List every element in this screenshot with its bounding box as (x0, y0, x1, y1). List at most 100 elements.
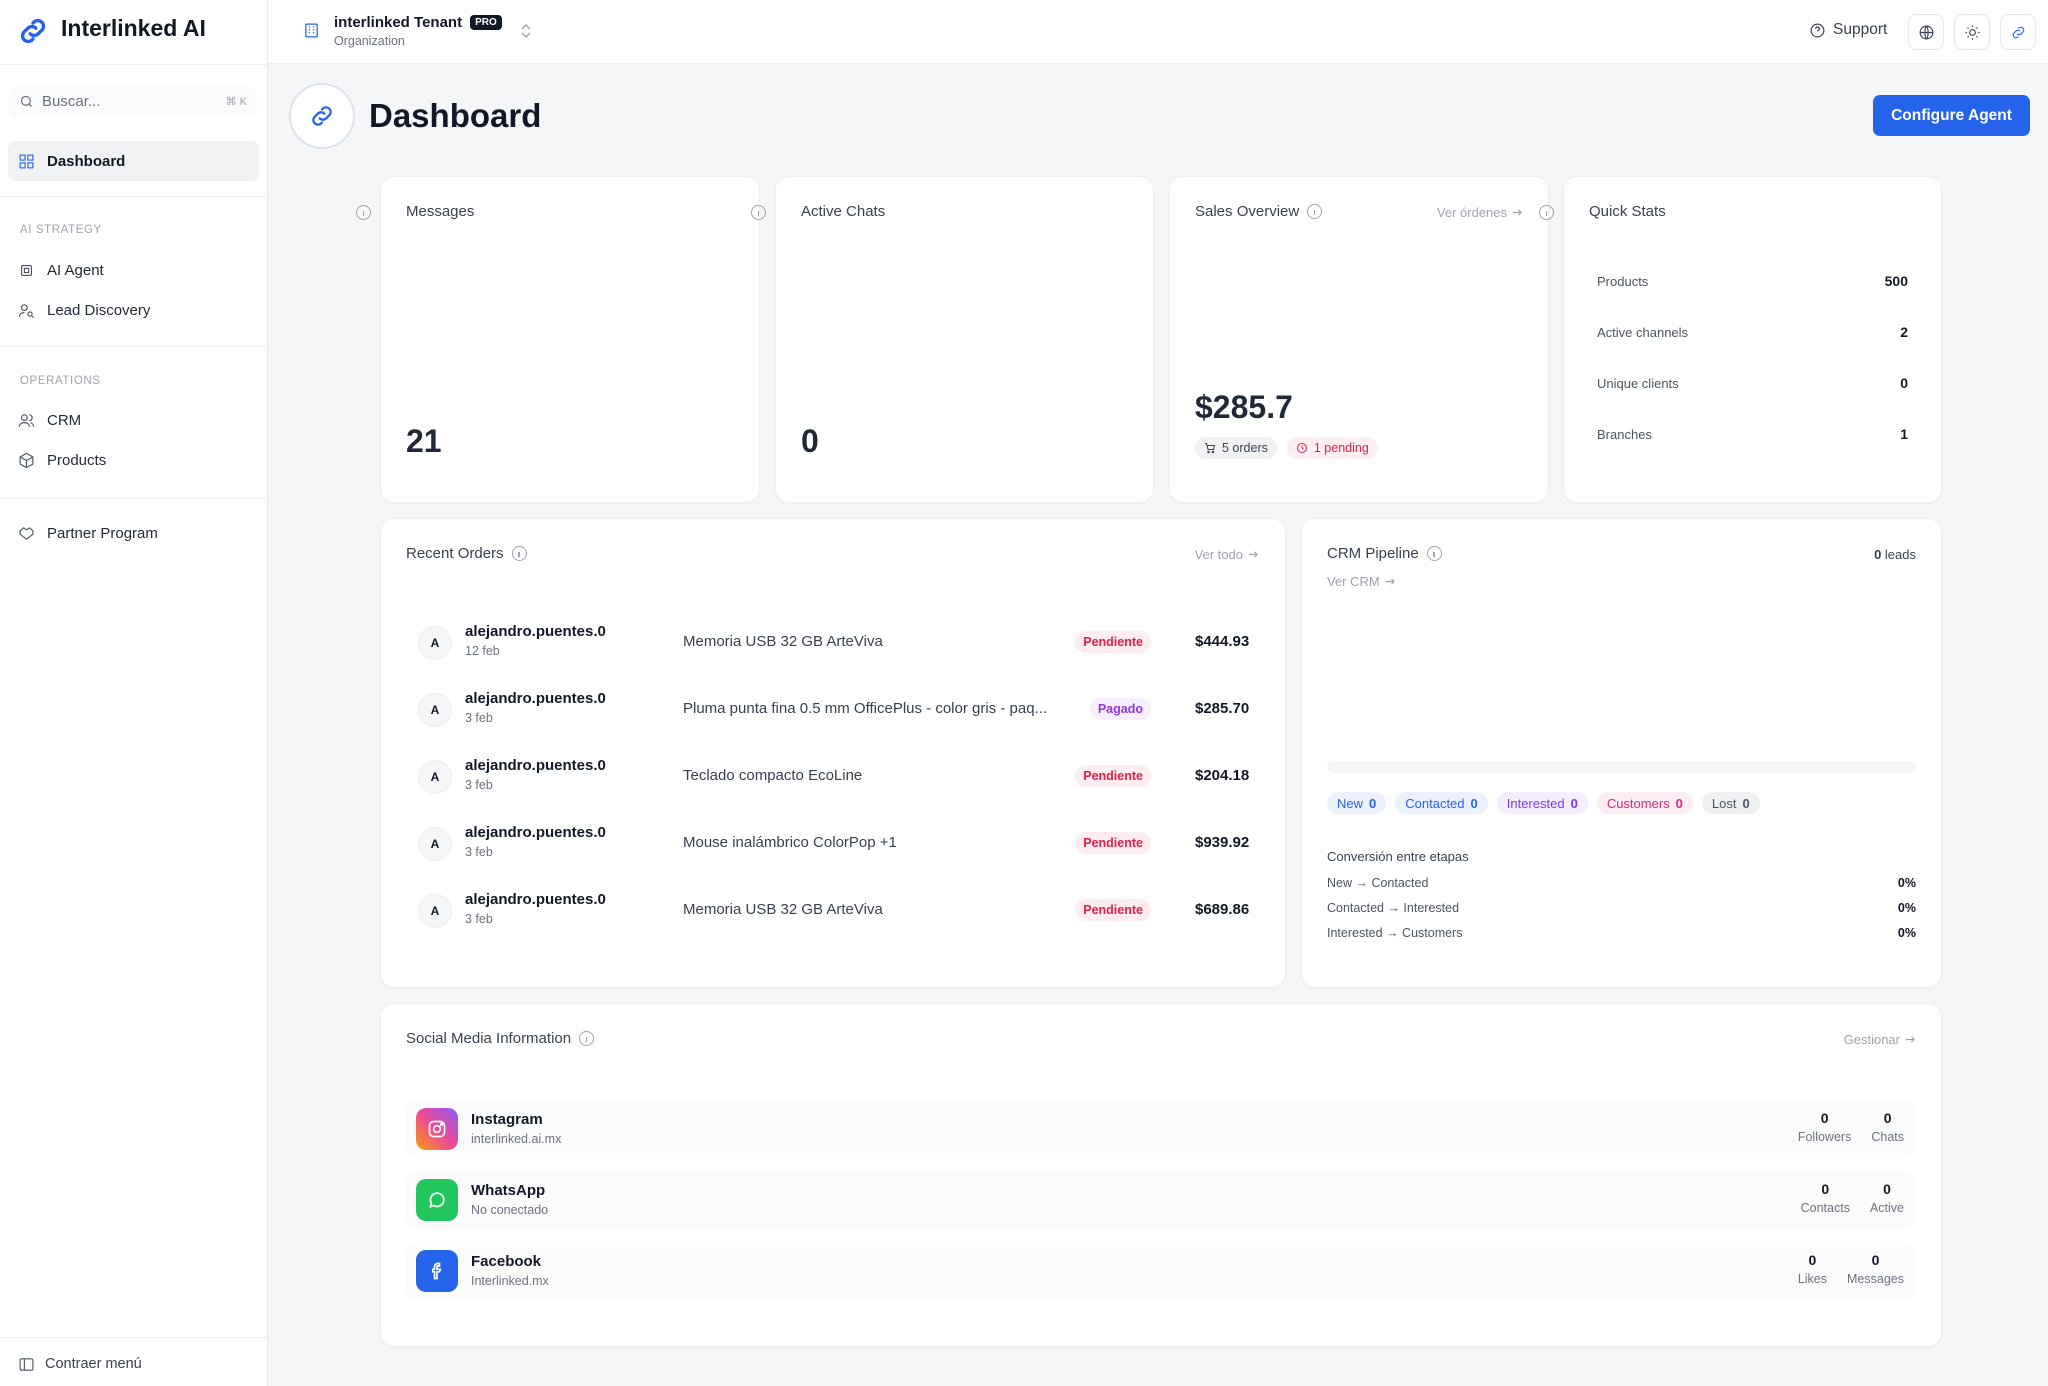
brand-name: Interlinked AI (61, 15, 206, 41)
nav-item[interactable]: Products (8, 440, 259, 480)
pending-chip: 1 pending (1286, 437, 1378, 459)
conversion-label: Contacted → Interested (1327, 901, 1460, 915)
avatar: A (418, 626, 452, 660)
stat-value: 1 (1900, 426, 1908, 442)
section-title: AI STRATEGY (20, 224, 102, 236)
link-text: Ver órdenes (1436, 205, 1507, 220)
conversion-value: 0% (1897, 876, 1916, 890)
chip-text: 5 orders (1222, 441, 1268, 455)
support-label: Support (1833, 21, 1888, 38)
card-title: Recent Orders (406, 545, 527, 562)
configure-agent-button[interactable]: Configure Agent (1873, 95, 2030, 136)
leads-label: leads (1884, 547, 1916, 562)
stat-label: Chats (1871, 1130, 1904, 1144)
order-amount: $939.92 (1195, 834, 1250, 851)
crm-card: CRM Pipeline 0 leads Ver CRM New 0 Contact… (1301, 518, 1942, 988)
language-button[interactable] (1908, 14, 1944, 50)
tenant-switcher[interactable]: interlinked Tenant PRO (334, 14, 502, 31)
social-stat: 0 Chats (1871, 1110, 1904, 1144)
stage-chip: New 0 (1327, 792, 1387, 814)
order-user: alejandro.puentes.0 (465, 623, 606, 640)
nav-label: Dashboard (47, 152, 126, 170)
stat-value: 0 (1900, 375, 1908, 391)
avatar: A (418, 894, 452, 928)
conversion-label: New → Contacted (1327, 876, 1429, 890)
search-box[interactable]: Buscar... ⌘ K (9, 86, 257, 117)
collapse-label: Contraer menú (45, 1356, 142, 1372)
social-row[interactable]: Facebook Interlinked.mx 0 Likes 0 Messages (406, 1241, 1916, 1301)
card-title-text: Quick Stats (1589, 203, 1666, 220)
stat-label: Active (1869, 1201, 1904, 1215)
theme-button[interactable] (1954, 14, 1990, 50)
stage-name: Interested (1506, 795, 1565, 811)
info-icon (356, 205, 371, 220)
info-icon (1426, 546, 1442, 561)
messages-card: Messages 21 (356, 176, 760, 503)
social-stats: 0 Followers 0 Chats (1798, 1110, 1904, 1144)
order-status: Pendiente (1075, 631, 1151, 653)
link-text: Ver todo (1194, 547, 1243, 562)
social-icon (416, 1250, 458, 1292)
conversion-label: Interested → Customers (1327, 926, 1463, 940)
nav-dashboard[interactable]: Dashboard (8, 141, 259, 181)
divider (0, 346, 268, 347)
stage-name: New (1337, 795, 1364, 811)
avatar: A (418, 693, 452, 727)
social-name: WhatsApp (471, 1182, 546, 1199)
social-link[interactable]: Gestionar (1844, 1032, 1916, 1047)
social-row[interactable]: Instagram interlinked.ai.mx 0 Followers 0 Cha… (406, 1099, 1916, 1159)
leads-number: 0 (1874, 547, 1882, 562)
social-stats: 0 Contacts 0 Active (1801, 1181, 1904, 1215)
card-title-text: Recent Orders (406, 545, 504, 562)
crm-link[interactable]: Ver CRM (1327, 574, 1396, 589)
stat-value: 0 (1871, 1252, 1880, 1268)
nav-item[interactable]: Lead Discovery (8, 290, 259, 330)
chip-text: 1 pending (1313, 441, 1369, 455)
social-name: Facebook (471, 1253, 542, 1270)
stage-count: 0 (1470, 795, 1478, 811)
nav-item[interactable]: CRM (8, 400, 259, 440)
card-title: Social Media Information (406, 1030, 595, 1047)
active-chats-card: Active Chats 0 (751, 176, 1154, 503)
card-title: Quick Stats (1589, 203, 1666, 220)
card-title: Messages (406, 203, 474, 220)
order-user: alejandro.puentes.0 (465, 824, 606, 841)
link-button[interactable] (2000, 14, 2036, 50)
stat-value: 500 (1884, 273, 1908, 289)
stat-label: Active channels (1597, 325, 1689, 340)
stat-label: Branches (1597, 427, 1652, 442)
nav-item[interactable]: Partner Program (8, 513, 259, 553)
nav-label: Products (47, 451, 107, 469)
stat-value: 0 (1883, 1181, 1891, 1197)
stage-chip: Customers 0 (1596, 792, 1693, 814)
support-link[interactable]: Support (1809, 21, 1887, 39)
orders-link[interactable]: Ver todo (1195, 547, 1259, 562)
card-title: Active Chats (801, 203, 885, 220)
social-stat: 0 Contacts (1801, 1181, 1850, 1215)
social-row[interactable]: WhatsApp No conectado 0 Contacts 0 Active (406, 1170, 1916, 1230)
nav-label: CRM (47, 411, 82, 429)
leads-count: 0 leads (1874, 547, 1916, 562)
nav-item[interactable]: AI Agent (8, 250, 259, 290)
order-amount: $689.86 (1195, 901, 1250, 918)
info-icon (511, 546, 527, 561)
stage-count: 0 (1675, 795, 1683, 811)
search-placeholder: Buscar... (42, 93, 101, 110)
collapse-menu[interactable]: Contraer menú (8, 1345, 259, 1383)
stage-chip: Lost 0 (1701, 792, 1760, 814)
info-icon (751, 205, 766, 220)
card-value: $285.7 (1195, 389, 1293, 425)
order-product: Pluma punta fina 0.5 mm OfficePlus - col… (683, 700, 1048, 717)
card-title-text: Messages (406, 203, 475, 220)
conversion-value: 0% (1897, 901, 1916, 915)
nav-label: Partner Program (47, 524, 158, 542)
order-product: Mouse inalámbrico ColorPop +1 (683, 834, 897, 851)
sales-link[interactable]: Ver órdenes (1437, 205, 1523, 220)
